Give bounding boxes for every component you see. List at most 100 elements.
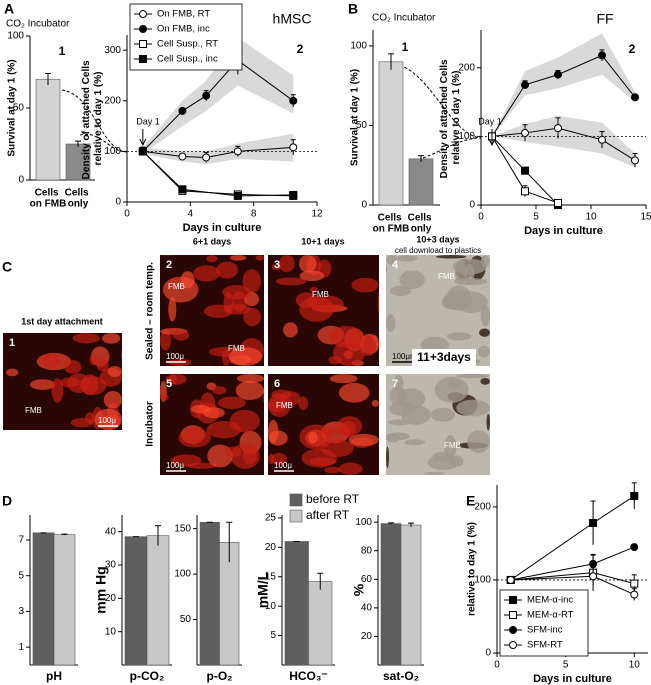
marker — [554, 70, 562, 79]
texture — [107, 365, 123, 377]
texture — [311, 295, 344, 313]
x-axis-label: Days in culture — [183, 222, 262, 234]
texture — [67, 373, 90, 393]
texture — [298, 396, 309, 410]
texture — [170, 454, 202, 467]
texture — [386, 433, 400, 443]
bar — [378, 61, 404, 206]
image-label: FMB — [438, 272, 455, 281]
texture — [165, 374, 187, 385]
texture — [455, 374, 490, 379]
texture — [6, 368, 19, 377]
texture — [446, 332, 472, 341]
texture — [236, 374, 264, 383]
x-tick-label: 0 — [124, 209, 130, 220]
text-line: Density of attached Cells — [81, 58, 92, 180]
x-tick-label: 10 — [585, 212, 597, 223]
texture — [480, 255, 490, 267]
texture — [299, 270, 325, 282]
x-tick-label: 0 — [494, 660, 500, 671]
y-tick-label: 5 — [270, 630, 276, 641]
y-tick-label: 20 — [265, 542, 277, 553]
scale-label: 100μ — [274, 461, 292, 470]
y-tick-label: 100 — [7, 31, 24, 42]
texture — [486, 413, 490, 431]
arrow-head — [139, 138, 147, 147]
bar — [32, 532, 55, 666]
y-axis-label: Survival at day 1 (%) — [7, 59, 18, 156]
marker — [178, 106, 187, 115]
marker — [589, 572, 598, 581]
chart-title: hMSC — [273, 11, 312, 27]
marker — [521, 166, 529, 175]
annotation: Day 1 — [136, 116, 160, 126]
texture — [377, 291, 379, 313]
texture — [206, 421, 241, 439]
marker — [178, 185, 187, 194]
text-line: Cells — [378, 212, 405, 223]
overlay-box — [412, 349, 476, 367]
marker — [630, 491, 639, 500]
text-line: Density of attached Cells — [439, 57, 450, 179]
texture — [268, 453, 275, 465]
y-tick-label: 200 — [104, 95, 121, 106]
texture — [268, 397, 287, 413]
y-tick-label: 100 — [104, 146, 121, 157]
texture — [243, 447, 257, 465]
micrograph — [386, 374, 491, 475]
text-line: relative to day 1 (%) — [451, 71, 462, 165]
x-axis-label: HCO₃⁻ — [289, 669, 328, 683]
bar — [408, 158, 434, 206]
y-axis-label: mM/L — [255, 571, 271, 608]
texture — [42, 353, 61, 368]
x-tick-label: Cells only — [408, 212, 435, 234]
texture — [329, 374, 358, 384]
texture — [435, 255, 467, 259]
texture — [51, 378, 64, 403]
series-line — [510, 572, 635, 585]
texture — [386, 314, 396, 332]
texture — [327, 428, 349, 435]
connector — [422, 137, 482, 159]
text-line: on FMB — [373, 223, 410, 234]
marker — [289, 96, 298, 105]
texture — [386, 446, 389, 469]
marker — [598, 135, 606, 144]
y-tick-label: 10 — [105, 626, 117, 637]
y-tick-label: 50 — [13, 103, 25, 114]
image-title: 1st day attachment — [21, 316, 103, 326]
texture — [190, 404, 211, 414]
y-tick-label: 60 — [361, 574, 373, 585]
marker — [289, 143, 298, 152]
texture — [386, 255, 398, 265]
legend-marker — [509, 611, 517, 619]
image-label: FMB — [312, 290, 329, 299]
marker — [631, 93, 639, 102]
panel-letter: A — [4, 1, 14, 17]
scale-label: 100μ — [98, 416, 116, 425]
texture — [399, 270, 425, 290]
y-tick-label: 100 — [174, 569, 191, 580]
texture — [89, 354, 98, 366]
marker — [521, 80, 529, 89]
texture — [430, 407, 456, 422]
y-tick-label: 25 — [265, 513, 277, 524]
texture — [121, 349, 123, 359]
texture — [212, 386, 227, 395]
image-label: FMB — [168, 282, 185, 291]
chart-title: FF — [596, 11, 613, 27]
x-tick-label: Cells only — [65, 187, 92, 209]
texture — [271, 452, 287, 465]
marker — [554, 198, 562, 207]
x-tick-label: 10 — [629, 660, 641, 671]
x-tick-label: 5 — [563, 660, 569, 671]
y-tick-label: 0 — [361, 200, 367, 211]
texture — [102, 333, 121, 344]
texture — [103, 391, 122, 409]
texture — [298, 254, 317, 273]
texture — [480, 377, 491, 385]
row-label: Sealed – room temp. — [145, 262, 156, 360]
y-axis-label: Survival at day 1 (%) — [350, 69, 361, 166]
texture — [423, 471, 445, 475]
panel-letter: C — [2, 259, 12, 275]
